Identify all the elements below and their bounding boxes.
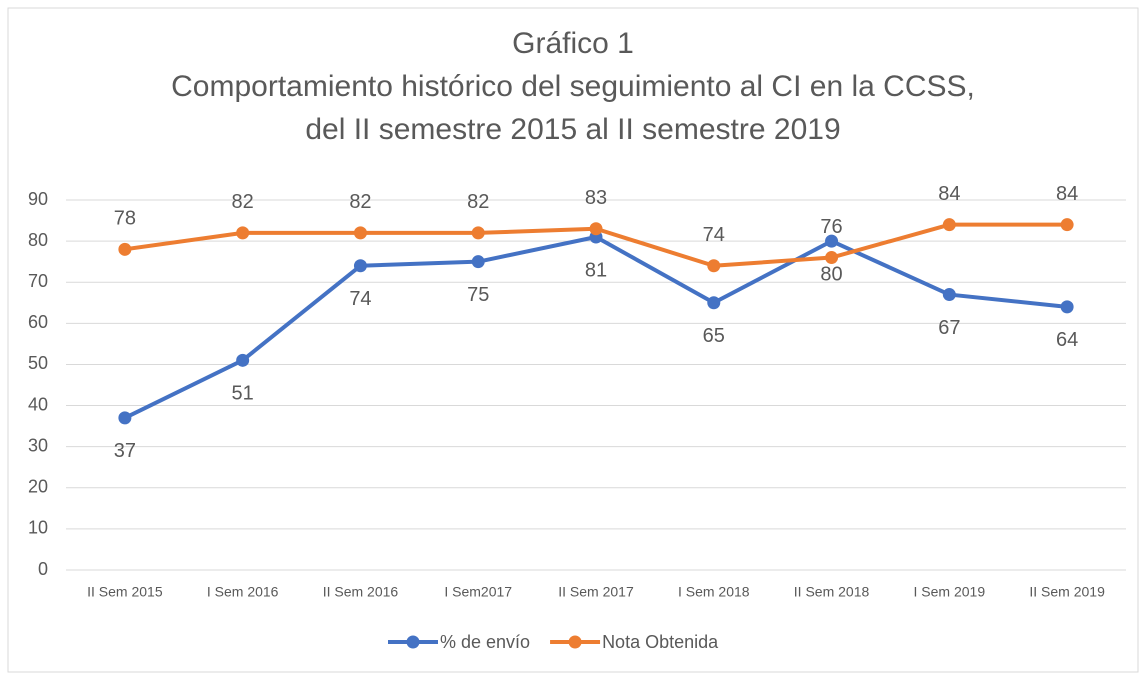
data-label: 80 — [820, 263, 842, 285]
data-point — [118, 242, 132, 256]
y-tick-label: 20 — [28, 477, 48, 497]
data-point — [1060, 218, 1074, 232]
data-point — [471, 226, 485, 240]
data-label: 37 — [114, 440, 136, 462]
data-point — [589, 222, 603, 236]
chart-title: Gráfico 1 — [512, 27, 634, 60]
x-tick-label: I Sem2017 — [444, 584, 512, 600]
data-point — [825, 251, 839, 265]
data-point — [471, 255, 485, 269]
data-label: 64 — [1056, 329, 1078, 351]
data-label: 75 — [467, 284, 489, 306]
data-label: 83 — [585, 187, 607, 209]
data-point — [1060, 300, 1074, 314]
y-tick-label: 50 — [28, 353, 48, 373]
y-tick-label: 10 — [28, 518, 48, 538]
data-point — [353, 259, 367, 273]
x-tick-label: I Sem 2019 — [914, 584, 986, 600]
data-label: 51 — [232, 383, 254, 405]
y-tick-label: 70 — [28, 271, 48, 291]
data-point — [942, 218, 956, 232]
data-label: 67 — [938, 317, 960, 339]
data-point — [353, 226, 367, 240]
y-tick-label: 30 — [28, 435, 48, 455]
data-label: 84 — [1056, 183, 1078, 205]
data-point — [942, 288, 956, 302]
x-tick-label: II Sem 2018 — [794, 584, 870, 600]
y-tick-label: 0 — [38, 559, 48, 579]
x-tick-label: II Sem 2019 — [1029, 584, 1105, 600]
x-tick-label: I Sem 2016 — [207, 584, 279, 600]
data-label: 74 — [703, 224, 725, 246]
data-point — [118, 411, 132, 425]
data-label: 74 — [349, 288, 371, 310]
data-point — [236, 353, 250, 367]
legend-marker — [568, 635, 582, 649]
y-tick-label: 40 — [28, 394, 48, 414]
x-tick-label: II Sem 2017 — [558, 584, 634, 600]
data-label: 82 — [349, 191, 371, 213]
data-label: 65 — [703, 325, 725, 347]
x-tick-label: II Sem 2016 — [323, 584, 399, 600]
data-label: 78 — [114, 208, 136, 230]
x-tick-label: II Sem 2015 — [87, 584, 163, 600]
chart-title: Comportamiento histórico del seguimiento… — [171, 70, 975, 103]
data-label: 82 — [467, 191, 489, 213]
legend-label: Nota Obtenida — [602, 632, 719, 652]
y-tick-label: 90 — [28, 189, 48, 209]
data-label: 81 — [585, 259, 607, 281]
chart-border — [7, 7, 1139, 673]
data-label: 76 — [820, 216, 842, 238]
legend-label: % de envío — [440, 632, 530, 652]
y-tick-label: 80 — [28, 230, 48, 250]
legend-marker — [406, 635, 420, 649]
data-point — [236, 226, 250, 240]
data-label: 82 — [232, 191, 254, 213]
data-label: 84 — [938, 183, 960, 205]
data-point — [707, 259, 721, 273]
y-tick-label: 60 — [28, 312, 48, 332]
x-tick-label: I Sem 2018 — [678, 584, 750, 600]
chart-title: del II semestre 2015 al II semestre 2019 — [305, 113, 840, 146]
data-point — [707, 296, 721, 310]
data-point — [825, 234, 839, 248]
